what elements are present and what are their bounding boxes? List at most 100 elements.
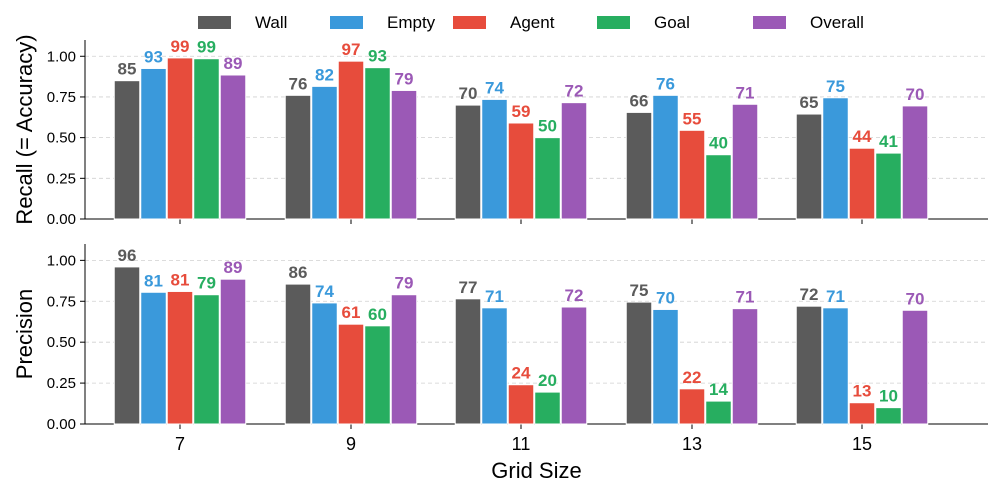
recall-data-label: 50 bbox=[538, 117, 557, 136]
precision-bar-empty bbox=[140, 291, 167, 425]
recall-bar-goal bbox=[193, 58, 220, 220]
legend-label-empty: Empty bbox=[387, 13, 436, 32]
recall-data-label: 93 bbox=[368, 47, 387, 66]
recall-data-label: 99 bbox=[171, 37, 190, 56]
precision-data-label: 79 bbox=[197, 274, 216, 293]
recall-bar-agent bbox=[166, 57, 194, 220]
recall-bar-agent bbox=[678, 129, 706, 220]
recall-bar-overall bbox=[901, 105, 929, 220]
precision-y-axis-title: Precision bbox=[12, 289, 37, 379]
recall-data-label: 74 bbox=[485, 78, 504, 97]
recall-bar-empty bbox=[652, 94, 679, 220]
precision-bar-goal bbox=[364, 325, 391, 425]
precision-bar-wall bbox=[625, 301, 653, 425]
x-category-label: 15 bbox=[852, 434, 872, 454]
recall-bar-overall bbox=[731, 103, 759, 220]
recall-data-label: 66 bbox=[630, 91, 649, 110]
recall-data-label: 44 bbox=[853, 127, 872, 146]
precision-data-label: 60 bbox=[368, 305, 387, 324]
precision-data-label: 61 bbox=[342, 303, 361, 322]
recall-bar-wall bbox=[284, 94, 312, 220]
precision-data-label: 96 bbox=[118, 246, 137, 265]
recall-data-label: 76 bbox=[656, 74, 675, 93]
precision-data-label: 81 bbox=[144, 271, 163, 290]
precision-data-label: 22 bbox=[683, 368, 702, 387]
recall-data-label: 76 bbox=[289, 74, 308, 93]
precision-data-label: 70 bbox=[906, 289, 925, 308]
precision-bar-empty bbox=[481, 307, 508, 425]
recall-data-label: 41 bbox=[879, 132, 898, 151]
precision-bar-wall bbox=[454, 298, 482, 425]
precision-data-label: 71 bbox=[736, 288, 755, 307]
precision-data-label: 13 bbox=[853, 382, 872, 401]
precision-bar-goal bbox=[193, 294, 220, 425]
recall-data-label: 70 bbox=[906, 85, 925, 104]
precision-data-label: 74 bbox=[315, 282, 334, 301]
recall-data-label: 79 bbox=[395, 69, 414, 88]
recall-data-label: 93 bbox=[144, 47, 163, 66]
legend-swatch-agent bbox=[453, 16, 486, 29]
recall-bar-agent bbox=[507, 122, 535, 220]
recall-bar-overall bbox=[219, 74, 247, 220]
recall-data-label: 65 bbox=[800, 93, 819, 112]
recall-bar-empty bbox=[481, 98, 508, 220]
precision-bar-overall bbox=[390, 294, 418, 425]
precision-data-label: 72 bbox=[800, 285, 819, 304]
recall-bar-overall bbox=[560, 102, 588, 220]
recall-ytick-label: 0.75 bbox=[47, 89, 76, 106]
precision-bar-wall bbox=[795, 305, 823, 425]
recall-data-label: 70 bbox=[459, 84, 478, 103]
legend-label-goal: Goal bbox=[654, 13, 690, 32]
x-category-label: 7 bbox=[175, 434, 185, 454]
precision-bar-overall bbox=[901, 309, 929, 425]
recall-data-label: 85 bbox=[118, 60, 137, 79]
precision-bar-wall bbox=[113, 266, 141, 425]
precision-ytick-label: 0.50 bbox=[47, 334, 76, 351]
x-category-label: 13 bbox=[682, 434, 702, 454]
recall-bar-wall bbox=[625, 111, 653, 220]
recall-ytick-label: 0.50 bbox=[47, 130, 76, 147]
precision-bar-empty bbox=[652, 308, 679, 425]
recall-data-label: 89 bbox=[224, 54, 243, 73]
recall-data-label: 72 bbox=[565, 82, 584, 101]
recall-bar-goal bbox=[875, 152, 902, 220]
recall-bar-goal bbox=[364, 67, 391, 220]
legend-swatch-wall bbox=[198, 16, 231, 29]
recall-bar-wall bbox=[113, 80, 141, 220]
precision-bar-agent bbox=[337, 323, 365, 425]
precision-bar-agent bbox=[166, 290, 194, 425]
legend-swatch-empty bbox=[330, 16, 363, 29]
precision-bar-empty bbox=[822, 307, 849, 425]
recall-ytick-label: 1.00 bbox=[47, 48, 76, 65]
legend-label-wall: Wall bbox=[255, 13, 287, 32]
precision-data-label: 72 bbox=[565, 286, 584, 305]
precision-bar-goal bbox=[875, 407, 902, 425]
recall-bar-wall bbox=[454, 104, 482, 220]
legend-label-overall: Overall bbox=[810, 13, 864, 32]
precision-ytick-label: 1.00 bbox=[47, 252, 76, 269]
recall-bar-wall bbox=[795, 113, 823, 220]
precision-ytick-label: 0.75 bbox=[47, 293, 76, 310]
recall-y-axis-title: Recall (= Accuracy) bbox=[12, 34, 37, 224]
precision-data-label: 79 bbox=[395, 274, 414, 293]
x-category-label: 9 bbox=[346, 434, 356, 454]
recall-bar-empty bbox=[822, 97, 849, 220]
precision-bar-agent bbox=[678, 388, 706, 425]
recall-data-label: 40 bbox=[709, 134, 728, 153]
recall-data-label: 97 bbox=[342, 40, 361, 59]
precision-ytick-label: 0.00 bbox=[47, 416, 76, 433]
recall-bar-agent bbox=[337, 60, 365, 220]
precision-ytick-label: 0.25 bbox=[47, 375, 76, 392]
precision-data-label: 75 bbox=[630, 281, 649, 300]
recall-data-label: 71 bbox=[736, 83, 755, 102]
precision-bar-overall bbox=[219, 278, 247, 425]
recall-bar-empty bbox=[140, 67, 167, 220]
precision-data-label: 70 bbox=[656, 288, 675, 307]
precision-bar-goal bbox=[705, 400, 732, 425]
recall-data-label: 55 bbox=[683, 109, 702, 128]
legend-swatch-goal bbox=[597, 16, 630, 29]
recall-bar-overall bbox=[390, 89, 418, 220]
precision-data-label: 81 bbox=[171, 270, 190, 289]
